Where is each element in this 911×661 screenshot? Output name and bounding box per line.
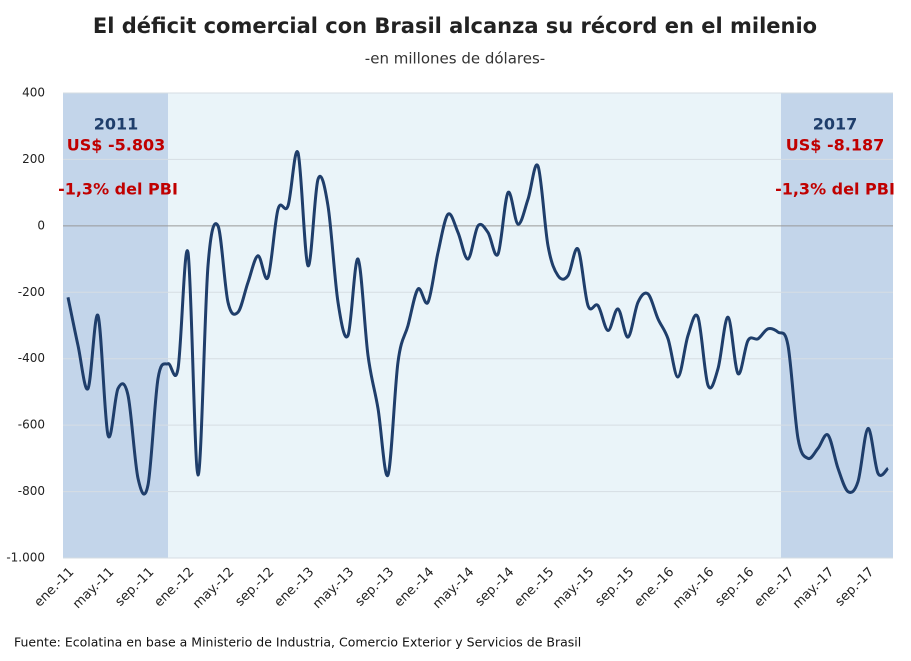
annotation: 2017 [813,115,858,134]
x-tick-label: ene.-12 [152,565,198,611]
source: Fuente: Ecolatina en base a Ministerio d… [14,635,581,650]
y-tick-label: -600 [18,418,45,432]
x-tick-label: ene.-16 [632,565,678,611]
y-tick-label: -800 [18,484,45,498]
x-tick-label: may.-17 [790,565,837,612]
x-tick-label: sep.-14 [472,565,517,610]
annotation: US$ -5.803 [67,136,165,155]
y-tick-label: 400 [22,86,45,100]
chart-title: El déficit comercial con Brasil alcanza … [93,14,817,38]
x-tick-label: ene.-13 [272,565,318,611]
x-tick-label: ene.-17 [752,565,798,611]
annotation: -1,3% del PBI [58,180,178,199]
annotation: -1,3% del PBI [775,180,895,199]
x-tick-label: may.-15 [550,565,597,612]
chart-subtitle: -en millones de dólares- [365,50,545,68]
y-tick-label: 0 [37,218,45,232]
x-tick-label: ene.-11 [32,565,78,611]
x-tick-label: ene.-15 [512,565,558,611]
x-tick-label: sep.-13 [352,565,397,610]
x-tick-label: sep.-16 [712,565,757,610]
year-shade [781,93,893,558]
x-tick-label: may.-11 [70,565,117,612]
x-tick-label: sep.-17 [832,565,877,610]
annotation: 2011 [94,115,139,134]
annotation: US$ -8.187 [786,136,884,155]
x-tick-label: may.-12 [190,565,237,612]
x-tick-label: may.-16 [670,565,717,612]
x-tick-label: sep.-11 [112,565,157,610]
plot-background [63,93,893,558]
y-tick-label: -1.000 [6,551,45,565]
x-tick-label: may.-14 [430,565,477,612]
y-tick-label: -200 [18,285,45,299]
x-tick-label: may.-13 [310,565,357,612]
x-tick-label: sep.-15 [592,565,637,610]
x-tick-label: ene.-14 [392,565,438,611]
y-tick-label: 200 [22,152,45,166]
x-tick-label: sep.-12 [232,565,277,610]
year-shade [63,93,168,558]
data-line [66,150,890,496]
y-tick-label: -400 [18,351,45,365]
